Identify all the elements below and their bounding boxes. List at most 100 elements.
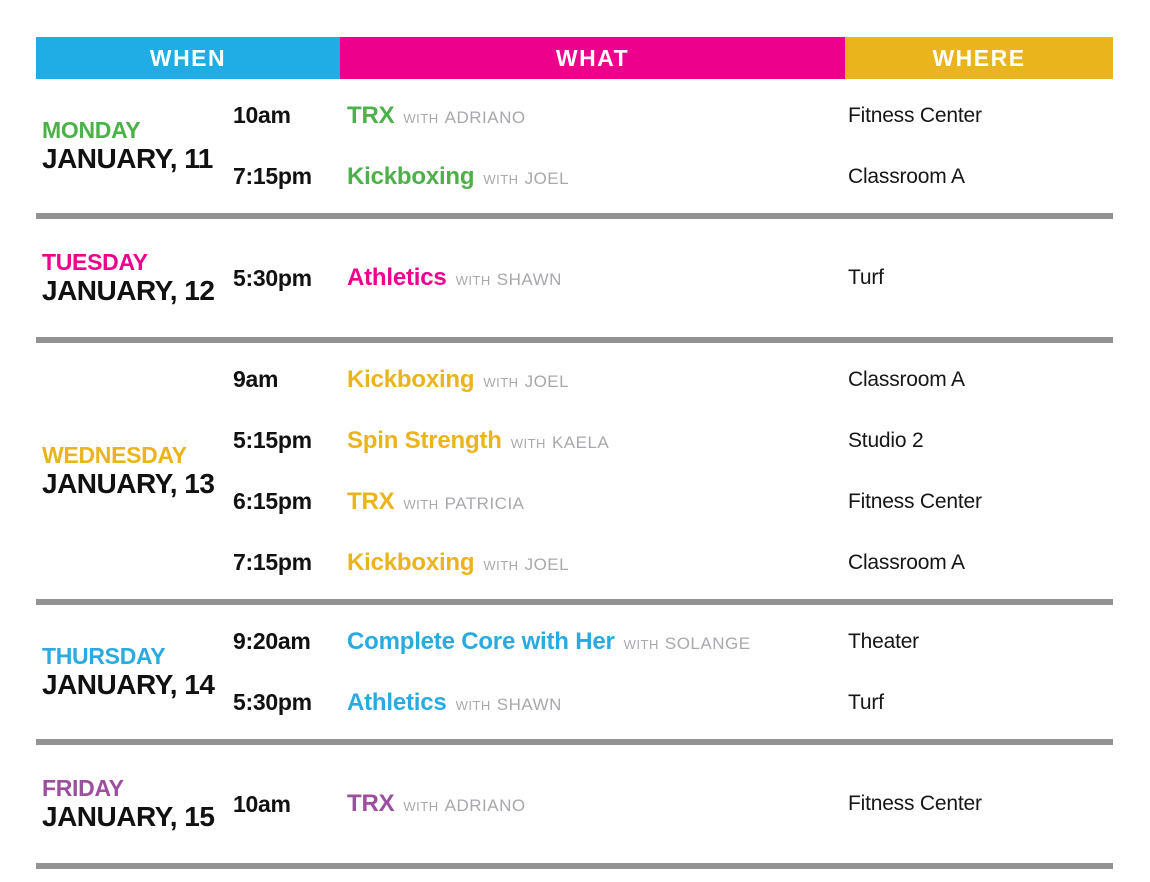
instructor-name: ADRIANO bbox=[444, 107, 526, 127]
class-name: Athletics bbox=[347, 688, 447, 716]
day-label: TUESDAY JANUARY, 12 bbox=[36, 249, 233, 308]
class-location: Fitness Center bbox=[848, 489, 982, 513]
day-rows: 10am TRX WITH ADRIANO Fitness Center bbox=[233, 768, 1113, 841]
class-info: Kickboxing WITH JOEL bbox=[347, 163, 844, 191]
class-time: 5:30pm bbox=[233, 264, 312, 291]
day-name: THURSDAY bbox=[42, 642, 166, 669]
class-time: 9:20am bbox=[233, 628, 311, 654]
class-name: Kickboxing bbox=[347, 365, 475, 393]
class-name: TRX bbox=[347, 487, 395, 515]
class-info: Athletics WITH SHAWN bbox=[347, 264, 844, 292]
instructor-name: JOEL bbox=[524, 371, 570, 391]
table-header: WHEN WHAT WHERE bbox=[36, 37, 1113, 79]
with-label: WITH bbox=[455, 697, 491, 713]
class-info: Kickboxing WITH JOEL bbox=[347, 549, 844, 577]
class-info: Complete Core with Her WITH SOLANGE bbox=[347, 628, 844, 656]
with-label: WITH bbox=[403, 799, 439, 814]
class-location: Turf bbox=[848, 690, 884, 714]
instructor-name: ADRIANO bbox=[444, 796, 526, 815]
day-label: MONDAY JANUARY, 11 bbox=[36, 117, 233, 176]
class-time: 5:30pm bbox=[233, 689, 312, 715]
day-group-monday: MONDAY JANUARY, 11 10am TRX WITH ADRIANO… bbox=[36, 79, 1113, 219]
class-name: Kickboxing bbox=[347, 162, 475, 190]
day-group-thursday: THURSDAY JANUARY, 14 9:20am Complete Cor… bbox=[36, 605, 1113, 745]
class-time: 7:15pm bbox=[233, 549, 312, 575]
day-label: WEDNESDAY JANUARY, 13 bbox=[36, 442, 233, 501]
column-header-what: WHAT bbox=[340, 37, 845, 79]
with-label: WITH bbox=[483, 557, 519, 573]
with-label: WITH bbox=[403, 496, 439, 512]
class-name: Complete Core with Her bbox=[347, 627, 615, 655]
day-label: FRIDAY JANUARY, 15 bbox=[36, 775, 233, 834]
class-info: TRX WITH PATRICIA bbox=[347, 488, 844, 516]
day-rows: 9:20am Complete Core with Her WITH SOLAN… bbox=[233, 605, 1113, 739]
instructor-name: PATRICIA bbox=[444, 493, 525, 513]
column-header-where: WHERE bbox=[845, 37, 1113, 79]
day-name: TUESDAY bbox=[42, 248, 148, 275]
class-time: 5:15pm bbox=[233, 427, 312, 453]
instructor-name: SHAWN bbox=[496, 270, 562, 289]
instructor-name: KAELA bbox=[551, 432, 610, 452]
day-date: JANUARY, 11 bbox=[42, 143, 213, 175]
class-row: 5:30pm Athletics WITH SHAWN Turf bbox=[233, 672, 1113, 733]
class-location: Classroom A bbox=[848, 550, 965, 574]
class-info: TRX WITH ADRIANO bbox=[347, 790, 844, 818]
day-rows: 10am TRX WITH ADRIANO Fitness Center 7:1… bbox=[233, 79, 1113, 213]
day-date: JANUARY, 12 bbox=[42, 275, 215, 307]
class-info: Kickboxing WITH JOEL bbox=[347, 366, 844, 394]
instructor-name: JOEL bbox=[524, 554, 570, 574]
with-label: WITH bbox=[510, 435, 546, 451]
day-label: THURSDAY JANUARY, 14 bbox=[36, 643, 233, 702]
class-name: Kickboxing bbox=[347, 548, 475, 576]
class-location: Fitness Center bbox=[848, 792, 982, 815]
column-header-when: WHEN bbox=[36, 37, 340, 79]
class-location: Fitness Center bbox=[848, 103, 982, 127]
class-name: Athletics bbox=[347, 264, 447, 291]
class-info: Spin Strength WITH KAELA bbox=[347, 427, 844, 455]
day-rows: 9am Kickboxing WITH JOEL Classroom A 5:1… bbox=[233, 343, 1113, 599]
day-date: JANUARY, 14 bbox=[42, 669, 215, 701]
class-row: 6:15pm TRX WITH PATRICIA Fitness Center bbox=[233, 471, 1113, 532]
class-name: TRX bbox=[347, 790, 395, 817]
day-date: JANUARY, 13 bbox=[42, 468, 215, 500]
class-info: TRX WITH ADRIANO bbox=[347, 102, 844, 130]
class-row: 9am Kickboxing WITH JOEL Classroom A bbox=[233, 349, 1113, 410]
class-location: Turf bbox=[848, 266, 884, 289]
schedule-table: WHEN WHAT WHERE MONDAY JANUARY, 11 10am … bbox=[36, 37, 1113, 869]
class-time: 6:15pm bbox=[233, 488, 312, 514]
class-time: 10am bbox=[233, 790, 291, 817]
instructor-name: SOLANGE bbox=[664, 633, 751, 653]
with-label: WITH bbox=[455, 273, 491, 288]
class-name: TRX bbox=[347, 101, 395, 129]
class-time: 7:15pm bbox=[233, 163, 312, 189]
instructor-name: SHAWN bbox=[496, 694, 562, 714]
class-name: Spin Strength bbox=[347, 426, 502, 454]
day-date: JANUARY, 15 bbox=[42, 801, 215, 833]
class-row: 10am TRX WITH ADRIANO Fitness Center bbox=[233, 774, 1113, 835]
class-info: Athletics WITH SHAWN bbox=[347, 689, 844, 717]
class-row: 10am TRX WITH ADRIANO Fitness Center bbox=[233, 85, 1113, 146]
class-time: 10am bbox=[233, 102, 291, 128]
day-group-tuesday: TUESDAY JANUARY, 12 5:30pm Athletics WIT… bbox=[36, 219, 1113, 343]
with-label: WITH bbox=[483, 171, 519, 187]
instructor-name: JOEL bbox=[524, 168, 570, 188]
class-row: 7:15pm Kickboxing WITH JOEL Classroom A bbox=[233, 146, 1113, 207]
class-time: 9am bbox=[233, 366, 279, 392]
day-name: WEDNESDAY bbox=[42, 441, 187, 468]
class-row: 5:30pm Athletics WITH SHAWN Turf bbox=[233, 248, 1113, 309]
class-location: Theater bbox=[848, 629, 919, 653]
with-label: WITH bbox=[483, 374, 519, 390]
class-row: 7:15pm Kickboxing WITH JOEL Classroom A bbox=[233, 532, 1113, 593]
class-row: 5:15pm Spin Strength WITH KAELA Studio 2 bbox=[233, 410, 1113, 471]
day-name: MONDAY bbox=[42, 116, 141, 143]
day-rows: 5:30pm Athletics WITH SHAWN Turf bbox=[233, 242, 1113, 315]
day-group-wednesday: WEDNESDAY JANUARY, 13 9am Kickboxing WIT… bbox=[36, 343, 1113, 605]
class-row: 9:20am Complete Core with Her WITH SOLAN… bbox=[233, 611, 1113, 672]
class-location: Studio 2 bbox=[848, 428, 924, 452]
day-group-friday: FRIDAY JANUARY, 15 10am TRX WITH ADRIANO… bbox=[36, 745, 1113, 869]
class-location: Classroom A bbox=[848, 367, 965, 391]
day-name: FRIDAY bbox=[42, 774, 124, 801]
with-label: WITH bbox=[623, 636, 659, 652]
class-location: Classroom A bbox=[848, 164, 965, 188]
with-label: WITH bbox=[403, 110, 439, 126]
